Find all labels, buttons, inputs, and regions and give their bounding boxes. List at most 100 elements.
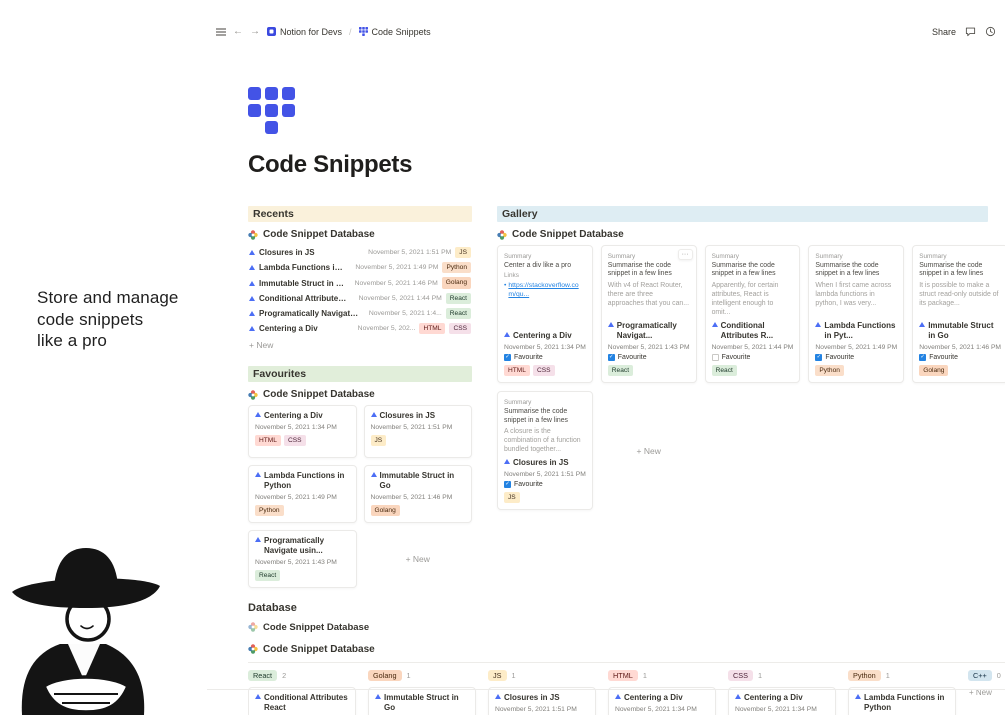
gallery-card[interactable]: Summary Summarise the code snippet in a … [704,245,801,384]
database-title-label: Code Snippet Database [263,643,375,655]
board-card[interactable]: Centering a Div November 5, 2021 1:34 PM [608,686,716,715]
gallery-card[interactable]: Summary Summarise the code snippet in a … [912,245,1005,384]
page-title: Code Snippets [248,151,413,178]
board-card[interactable]: Conditional Attributes React November 5,… [248,686,356,715]
favourite-checkbox[interactable] [504,354,511,362]
gallery-card[interactable]: Summary Center a div like a pro Links • h… [497,245,593,384]
list-item[interactable]: Immutable Struct in Go November 5, 2021 … [248,275,472,290]
board-card[interactable]: Immutable Struct in Go November 5, 2021 … [368,686,476,715]
favourite-card[interactable]: Programatically Navigate usin... Novembe… [248,530,357,588]
favourite-card[interactable]: Lambda Functions in Python November 5, 2… [248,465,357,524]
recents-header: Recents [248,206,472,222]
list-item-date: November 5, 2021 1:51 PM [368,249,452,257]
database-title-label: Code Snippet Database [263,621,370,633]
new-button[interactable]: + New [405,553,430,564]
tag-pill: Golang [919,364,949,377]
card-title: Conditional Attributes R... [720,320,774,340]
gallery-card[interactable]: Summary Summarise the code snippet in a … [497,391,593,511]
notion-window: ← → Notion for Devs / Code Snippets Shar… [207,0,1005,715]
column-tag-pill[interactable]: Golang [368,669,402,681]
card-title: Immutable Struct in Go [384,692,459,713]
list-item[interactable]: Closures in JS November 5, 2021 1:51 PM … [248,245,472,260]
gallery-card[interactable]: Summary Summarise the code snippet in a … [808,245,905,384]
board-column-css: CSS 1 Centering a Div November 5, 2021 1:… [728,669,836,715]
board-card[interactable]: Closures in JS November 5, 2021 1:51 PM [488,686,596,715]
favourite-card[interactable]: Closures in JS November 5, 2021 1:51 PM … [363,405,472,459]
card-date: November 5, 2021 1:51 PM [495,706,577,714]
list-item-title: Conditional Attributes React [259,293,349,303]
board-column-js: JS 1 Closures in JS November 5, 2021 1:51… [488,669,596,715]
list-item[interactable]: Centering a Div November 5, 202... HTML … [248,321,472,336]
gallery-card[interactable]: ··· Summary Summarise the code snippet i… [600,245,697,384]
summary-label: Summary [504,399,532,407]
card-title: Immutable Struct in Go [928,320,994,340]
database-page-link[interactable]: Code Snippet Database [248,622,988,633]
snippet-page-icon [735,694,741,700]
card-excerpt: Apparently, for certain attributes, Reac… [711,281,779,316]
card-date: November 5, 2021 1:49 PM [255,494,337,502]
list-item-date: November 5, 2021 1:46 PM [354,279,438,287]
breadcrumb-page[interactable]: Code Snippets [358,26,431,38]
favourite-card[interactable]: Centering a Div November 5, 2021 1:34 PM… [248,405,357,459]
gallery-db-title[interactable]: Code Snippet Database [497,229,988,240]
column-count: 1 [511,670,516,680]
database-heading: Database [248,601,297,614]
page-icon[interactable] [248,87,296,134]
favourite-checkbox[interactable] [815,354,823,362]
favourite-checkbox[interactable] [919,354,927,362]
new-button[interactable]: + New [636,445,661,456]
snippet-page-icon [375,694,381,700]
column-count: 1 [642,670,647,680]
updates-icon[interactable] [985,26,996,39]
new-button[interactable]: + New [249,340,274,351]
new-button[interactable]: + New [969,687,992,697]
snippet-page-icon [249,310,255,316]
board-db-title[interactable]: Code Snippet Database [248,644,988,655]
column-tag-pill[interactable]: JS [488,669,507,681]
column-tag-pill[interactable]: React [248,669,278,681]
breadcrumb-workspace[interactable]: Notion for Devs [267,26,343,38]
favourite-card[interactable]: Immutable Struct in Go November 5, 2021 … [363,465,472,524]
database-icon [248,644,258,654]
card-title: Centering a Div [264,411,323,421]
favourite-label: Favourite [617,354,647,362]
list-item[interactable]: Programatically Navigate using Rea... No… [248,306,472,321]
summary-label: Summary [607,253,636,260]
back-icon[interactable]: ← [233,26,243,37]
list-item[interactable]: Conditional Attributes React November 5,… [248,291,472,306]
card-title: Immutable Struct in Go [379,471,455,491]
tag-pill: CSS [283,434,306,447]
breadcrumb-workspace-label: Notion for Devs [280,27,343,37]
tag-pill: HTML [504,364,530,377]
column-tag-pill[interactable]: C++ [968,669,992,681]
column-tag-pill[interactable]: CSS [728,669,754,681]
link[interactable]: https://stackoverflow.com/qu... [508,281,579,299]
board-card[interactable]: Centering a Div November 5, 2021 1:34 PM [728,686,836,715]
board-card[interactable]: Lambda Functions in Python November 5, 2… [848,686,956,715]
menu-icon[interactable] [216,28,226,36]
card-menu-button[interactable]: ··· [677,249,693,260]
column-tag-pill[interactable]: Python [848,669,881,681]
snippet-page-icon [370,472,377,478]
database-icon [248,390,258,400]
snippet-page-icon [504,458,510,464]
favourite-checkbox[interactable] [504,481,511,489]
card-date: November 5, 2021 1:46 PM [370,494,453,502]
recents-db-title[interactable]: Code Snippet Database [248,229,472,240]
page-body: Code Snippets Recents Code Snippet Datab… [248,60,1005,715]
snippet-page-icon [815,321,822,327]
list-item[interactable]: Lambda Functions in Python November 5, 2… [248,260,472,275]
comments-icon[interactable] [965,26,976,39]
share-button[interactable]: Share [931,27,956,37]
snippet-page-icon [504,331,510,337]
favourites-db-title[interactable]: Code Snippet Database [248,389,472,400]
column-tag-pill[interactable]: HTML [608,669,638,681]
tag-pill: Golang [441,277,471,289]
forward-icon[interactable]: → [250,26,260,37]
favourite-checkbox[interactable] [711,354,719,362]
favourite-checkbox[interactable] [607,354,615,362]
favourite-label: Favourite [929,354,958,362]
column-count: 1 [885,670,890,680]
summary-label: Summary [815,253,843,260]
